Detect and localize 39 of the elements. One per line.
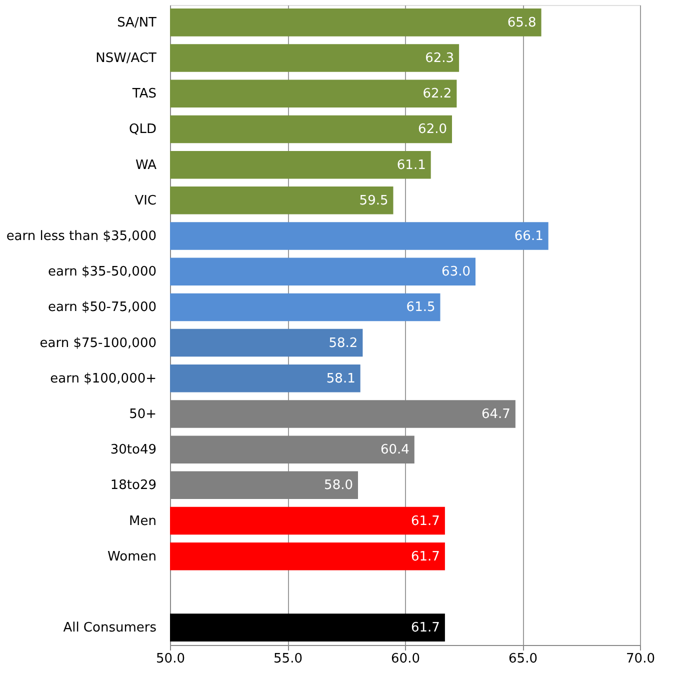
y-tick-label: 18to29 [110, 478, 156, 494]
x-tick-label: 50.0 [156, 652, 185, 666]
y-tick-label: SA/NT [117, 15, 157, 30]
y-tick-label: earn $75-100,000 [40, 336, 156, 351]
data-label: 61.7 [410, 620, 440, 636]
y-tick-label: All Consumers [63, 620, 157, 636]
data-label: 61.7 [410, 549, 440, 564]
y-tick-label: earn $100,000+ [50, 371, 156, 386]
y-tick-label: earn $50-75,000 [48, 300, 156, 316]
y-tick-label: Men [129, 514, 156, 529]
y-tick-label: VIC [134, 193, 156, 208]
x-tick-label: 55.0 [274, 652, 302, 666]
data-label: 62.2 [422, 86, 452, 102]
data-label: 58.2 [328, 336, 358, 351]
y-tick-label: earn less than $35,000 [6, 229, 156, 244]
y-tick-label: QLD [129, 122, 156, 138]
y-tick-label: NSW/ACT [96, 51, 157, 66]
data-label: 58.1 [326, 371, 356, 386]
y-tick-label: Women [108, 549, 156, 564]
y-tick-label: TAS [131, 86, 156, 102]
data-label: 61.1 [396, 158, 426, 173]
y-tick-label: 50+ [129, 406, 156, 422]
x-tick-label: 65.0 [508, 652, 538, 666]
data-label: 65.8 [507, 15, 536, 30]
data-label: 64.7 [481, 406, 510, 422]
data-label: 62.0 [418, 122, 447, 138]
data-label: 58.0 [324, 478, 353, 494]
y-tick-label: 30to49 [110, 442, 156, 458]
data-label: 61.7 [410, 514, 440, 529]
y-tick-label: earn $35-50,000 [48, 264, 156, 280]
y-tick-label: WA [135, 158, 157, 173]
data-label: 60.4 [380, 442, 410, 458]
data-label: 59.5 [359, 193, 388, 208]
x-tick-label: 60.0 [391, 652, 420, 666]
x-tick-label: 70.0 [626, 652, 655, 666]
data-label: 66.1 [514, 229, 544, 244]
data-label: 61.5 [406, 300, 436, 316]
data-label: 63.0 [442, 264, 470, 280]
data-label: 62.3 [425, 51, 454, 66]
